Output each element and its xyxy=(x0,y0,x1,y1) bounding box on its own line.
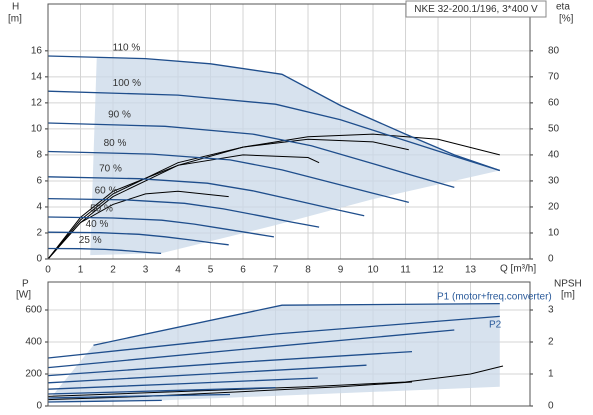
y2-tick-label: 2 xyxy=(548,337,554,348)
y2-tick-label: 30 xyxy=(548,176,560,187)
chart-title: NKE 32-200.1/196, 3*400 V xyxy=(414,4,538,15)
x-tick-label: 9 xyxy=(338,265,344,276)
y-tick-label: 6 xyxy=(36,176,42,187)
x-tick-label: 4 xyxy=(175,265,181,276)
speed-curve xyxy=(47,350,413,377)
y2-unit: [%] xyxy=(559,14,574,25)
speed-curve xyxy=(47,55,501,172)
speed-curve xyxy=(47,377,318,390)
y2-tick-label: 80 xyxy=(548,45,560,56)
title-box xyxy=(405,0,547,18)
x-tick-label: 13 xyxy=(465,265,477,276)
y2-tick-label: 0 xyxy=(548,254,554,265)
speed-curve xyxy=(47,90,500,172)
speed-curve xyxy=(47,364,367,384)
x-tick-label: 8 xyxy=(305,265,311,276)
speed-curve xyxy=(47,247,162,255)
y-tick-label: 4 xyxy=(36,202,42,213)
y-label: H xyxy=(12,2,19,13)
speed-curve xyxy=(47,150,409,204)
speed-curve xyxy=(47,399,162,403)
x-tick-label: 0 xyxy=(45,265,51,276)
eta-curve xyxy=(47,190,229,260)
x-tick-label: 6 xyxy=(240,265,246,276)
speed-curve xyxy=(47,197,320,228)
curve-label: 25 % xyxy=(79,235,102,246)
y2-tick-label: 40 xyxy=(548,150,560,161)
curve-label: 90 % xyxy=(108,110,131,121)
x-tick-label: 11 xyxy=(400,265,411,276)
y-tick-label: 600 xyxy=(25,305,42,316)
y-unit: [W] xyxy=(16,290,31,301)
y2-tick-label: 50 xyxy=(548,124,560,135)
y-tick-label: 14 xyxy=(31,71,43,82)
speed-curve xyxy=(47,216,275,238)
curve-label: 100 % xyxy=(113,78,141,89)
speed-curve xyxy=(47,393,231,399)
x-tick-label: 2 xyxy=(110,265,116,276)
speed-curve xyxy=(93,302,500,346)
y-tick-label: 0 xyxy=(36,401,42,412)
x-tick-label: 7 xyxy=(273,265,279,276)
y2-tick-label: 20 xyxy=(548,202,560,213)
y2-tick-label: 60 xyxy=(548,98,560,109)
annotation: P1 (motor+freq.converter) xyxy=(437,292,552,303)
y-tick-label: 0 xyxy=(36,254,42,265)
y2-tick-label: 70 xyxy=(548,71,560,82)
eta-curve xyxy=(47,365,504,397)
y2-tick-label: 0 xyxy=(548,401,554,412)
annotation: P2 xyxy=(489,320,502,331)
speed-curve xyxy=(47,231,229,246)
x-tick-label: 12 xyxy=(432,265,444,276)
y-tick-label: 200 xyxy=(25,369,42,380)
y2-label: NPSH xyxy=(554,279,582,290)
speed-curve xyxy=(47,176,365,217)
curve-label: 50 % xyxy=(90,204,113,215)
y-tick-label: 8 xyxy=(36,150,42,161)
speed-curve xyxy=(47,122,455,189)
y-tick-label: 2 xyxy=(36,228,42,239)
curve-label: 40 % xyxy=(86,219,109,230)
operating-area xyxy=(90,57,500,256)
curve-label: 80 % xyxy=(104,138,127,149)
y-label: P xyxy=(22,279,29,290)
speed-curve xyxy=(47,315,500,359)
y-tick-label: 10 xyxy=(31,124,43,135)
y2-unit: [m] xyxy=(561,290,575,301)
y2-label: eta xyxy=(556,2,570,13)
y-tick-label: 16 xyxy=(31,45,43,56)
eta-curve xyxy=(47,381,413,401)
power-chart: 0 200 400 600 0 1 2 3 xyxy=(25,281,554,412)
y2-tick-label: 10 xyxy=(548,228,560,239)
speed-curve xyxy=(47,329,455,369)
y-tick-label: 12 xyxy=(31,98,43,109)
x-tick-label: 5 xyxy=(208,265,214,276)
x-label: Q [m³/h] xyxy=(500,264,536,275)
plot-frame xyxy=(47,3,531,260)
curve-label: 110 % xyxy=(113,43,141,54)
y2-tick-label: 3 xyxy=(548,305,554,316)
curve-label: 70 % xyxy=(99,163,122,174)
y-unit: [m] xyxy=(8,14,22,25)
y2-tick-label: 1 xyxy=(548,369,554,380)
y-tick-label: 400 xyxy=(25,337,42,348)
plot-frame xyxy=(47,281,531,407)
speed-curve xyxy=(47,386,276,395)
curve-label: 60 % xyxy=(95,185,118,196)
head-chart: 0 1 2 3 4 5 6 7 8 9 10 11 12 130246810121416010203040… xyxy=(31,3,560,276)
x-tick-label: 10 xyxy=(367,265,379,276)
x-tick-label: 1 xyxy=(78,265,84,276)
x-tick-label: 3 xyxy=(143,265,149,276)
eta-curve xyxy=(47,138,409,260)
